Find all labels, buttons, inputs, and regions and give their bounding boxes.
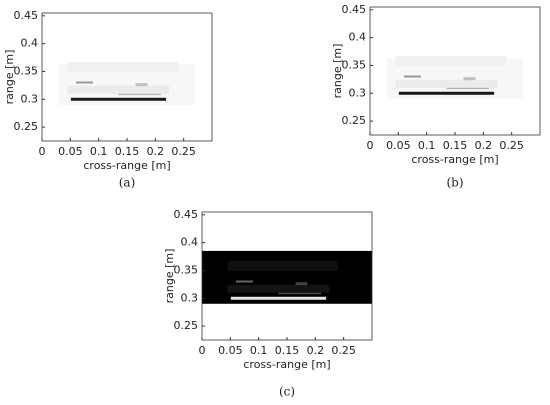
y-axis-label: range [m] bbox=[3, 50, 16, 105]
y-tick-label: 0.45 bbox=[342, 3, 367, 16]
y-tick-label: 0.25 bbox=[174, 319, 199, 332]
y-tick-label: 0.25 bbox=[342, 114, 367, 127]
image-streak bbox=[135, 83, 148, 87]
x-tick-label: 0 bbox=[39, 145, 46, 158]
x-tick-label: 0.1 bbox=[418, 139, 436, 152]
x-tick-label: 0 bbox=[199, 344, 206, 357]
x-tick-label: 0.05 bbox=[386, 139, 411, 152]
y-axis-label: range [m] bbox=[331, 44, 344, 99]
x-tick-label: 0.05 bbox=[58, 145, 83, 158]
image-streak bbox=[67, 85, 170, 94]
y-tick-label: 0.3 bbox=[349, 86, 367, 99]
y-tick-label: 0.4 bbox=[21, 37, 39, 50]
x-tick-label: 0.25 bbox=[499, 139, 524, 152]
image-streak bbox=[227, 284, 330, 293]
image-streak bbox=[398, 91, 495, 95]
caption: (b) bbox=[446, 176, 463, 190]
image-background bbox=[202, 250, 372, 304]
y-tick-label: 0.4 bbox=[181, 236, 199, 249]
x-tick-label: 0 bbox=[367, 139, 374, 152]
x-tick-label: 0.2 bbox=[147, 145, 165, 158]
image-streak bbox=[76, 81, 93, 84]
y-tick-label: 0.45 bbox=[14, 9, 39, 22]
y-tick-label: 0.35 bbox=[14, 64, 39, 77]
y-tick-label: 0.3 bbox=[181, 291, 199, 304]
image-streak bbox=[236, 280, 253, 283]
image-streak bbox=[230, 296, 327, 300]
x-tick-label: 0.2 bbox=[475, 139, 493, 152]
caption: (a) bbox=[119, 176, 136, 190]
image-streak bbox=[404, 75, 421, 78]
image-streak bbox=[70, 97, 167, 101]
y-tick-label: 0.25 bbox=[14, 120, 39, 133]
x-axis-label: cross-range [m] bbox=[411, 153, 498, 166]
x-tick-label: 0.15 bbox=[275, 344, 300, 357]
x-tick-label: 0.1 bbox=[90, 145, 108, 158]
image-streak bbox=[395, 55, 506, 66]
image-streak bbox=[463, 77, 476, 81]
x-tick-label: 0.25 bbox=[171, 145, 196, 158]
image-streak bbox=[227, 260, 338, 271]
x-tick-label: 0.2 bbox=[307, 344, 325, 357]
y-tick-label: 0.45 bbox=[174, 208, 199, 221]
x-tick-label: 0.25 bbox=[331, 344, 356, 357]
x-tick-label: 0.05 bbox=[218, 344, 243, 357]
x-tick-label: 0.15 bbox=[443, 139, 468, 152]
y-axis-label: range [m] bbox=[163, 249, 176, 304]
x-tick-label: 0.15 bbox=[115, 145, 140, 158]
x-axis-label: cross-range [m] bbox=[83, 159, 170, 172]
image-streak bbox=[67, 61, 178, 72]
x-tick-label: 0.1 bbox=[250, 344, 268, 357]
x-axis-label: cross-range [m] bbox=[243, 358, 330, 371]
image-streak bbox=[395, 79, 498, 88]
y-tick-label: 0.4 bbox=[349, 31, 367, 44]
y-tick-label: 0.3 bbox=[21, 92, 39, 105]
caption: (c) bbox=[279, 385, 295, 399]
image-streak bbox=[295, 282, 308, 286]
y-tick-label: 0.35 bbox=[342, 58, 367, 71]
y-tick-label: 0.35 bbox=[174, 263, 199, 276]
